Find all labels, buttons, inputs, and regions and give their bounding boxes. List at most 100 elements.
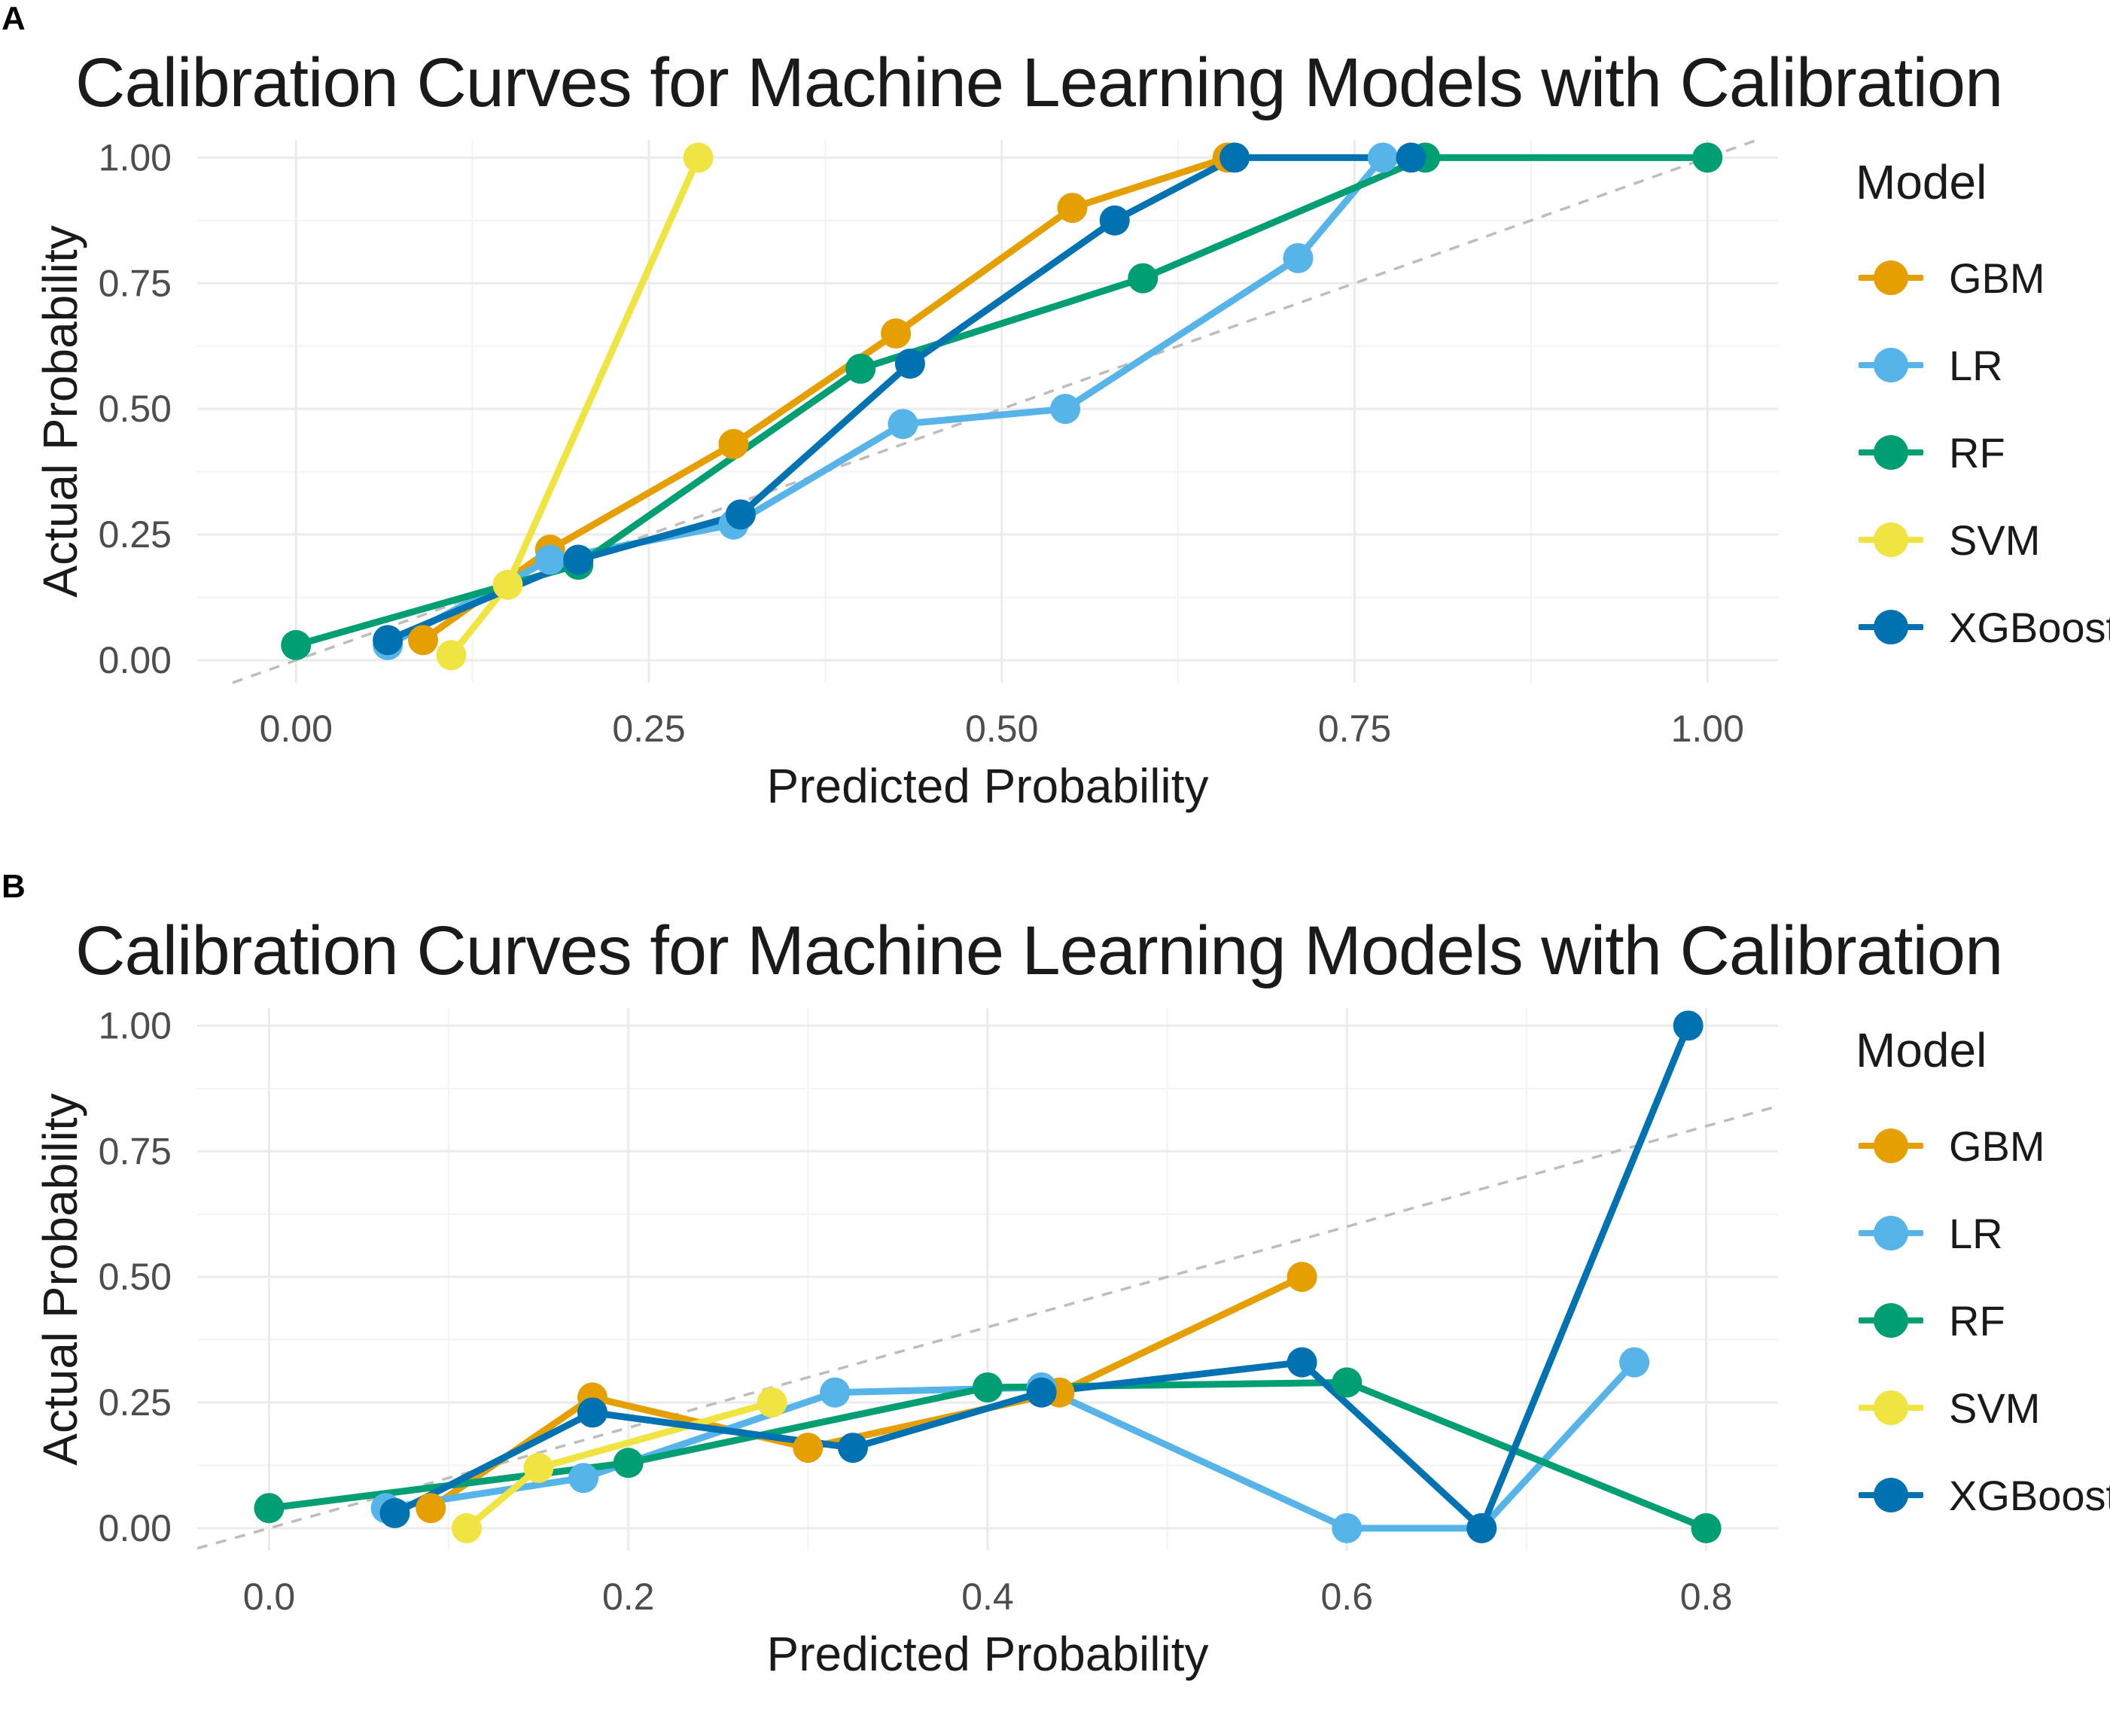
data-point-rf (613, 1448, 644, 1479)
legend-key-lr (1856, 1211, 1926, 1256)
reference-diagonal (232, 139, 1758, 684)
legend-item-lr: LR (1856, 1189, 2110, 1277)
data-point-svm (436, 640, 467, 671)
calibration-plot-a: 0.00 0.25 0.50 0.75 1.00 0.00 0.25 0.50 0.75 1.00… (33, 136, 1778, 813)
series-line-lr (384, 154, 1387, 649)
x-tick-label: 1.00 (1671, 708, 1744, 750)
x-tick-label: 0.75 (1318, 708, 1391, 750)
data-point-lr (1368, 142, 1398, 173)
data-point-gbm (1057, 193, 1088, 224)
x-tick-label: 0.6 (1321, 1576, 1374, 1618)
data-point-gbm (881, 318, 912, 349)
y-tick-label: 1.00 (99, 1004, 172, 1046)
x-tick-label: 0.50 (965, 708, 1038, 750)
data-point-gbm (1286, 1262, 1317, 1293)
data-point-svm (683, 142, 714, 173)
y-tick-label: 0.50 (99, 388, 172, 430)
legend-label: SVM (1949, 516, 2041, 564)
data-point-xgboost (1099, 205, 1130, 236)
legend-label: GBM (1949, 254, 2045, 302)
data-point-gbm (793, 1433, 824, 1463)
legend-item-xgboost: XGBoost (1856, 1451, 2110, 1539)
y-tick-label: 0.25 (99, 1381, 172, 1424)
data-point-gbm (408, 625, 438, 656)
legend-item-gbm: GBM (1856, 234, 2110, 321)
y-tick-label: 0.50 (99, 1256, 172, 1298)
data-point-xgboost (1286, 1347, 1317, 1378)
legend-key-svm (1856, 1385, 1926, 1430)
series-line-gbm (419, 154, 1232, 644)
data-point-xgboost (577, 1397, 607, 1428)
data-point-xgboost (1673, 1010, 1704, 1041)
data-point-xgboost (379, 1497, 410, 1528)
x-tick-label: 0.2 (602, 1576, 655, 1618)
y-tick-label: 0.00 (99, 639, 172, 681)
data-point-rf (973, 1372, 1003, 1403)
panel-letter-a: A (2, 0, 26, 37)
legend-label: XGBoost (1949, 603, 2110, 651)
data-point-lr (568, 1463, 599, 1494)
x-tick-label: 0.4 (961, 1576, 1014, 1618)
panel-letter-b: B (2, 868, 26, 905)
legend-label: LR (1949, 1209, 2003, 1257)
x-tick-label: 0.0 (243, 1576, 296, 1618)
data-point-lr (534, 544, 565, 575)
chart-title-b: Calibration Curves for Machine Learning … (75, 912, 2003, 989)
data-point-xgboost (1396, 142, 1426, 173)
legend-label: LR (1949, 341, 2003, 389)
legend-key-xgboost (1856, 1473, 1926, 1518)
legend-b: Model GBM LR RF SVM XGBoost (1856, 1022, 2110, 1539)
data-point-xgboost (373, 625, 403, 656)
data-point-rf (1332, 1367, 1363, 1398)
y-tick-label: 0.00 (99, 1507, 172, 1549)
data-point-xgboost (1219, 142, 1250, 173)
legend-key-xgboost (1856, 605, 1926, 650)
y-tick-label: 0.25 (99, 513, 172, 556)
legend-key-lr (1856, 343, 1926, 388)
legend-title: Model (1856, 1023, 1987, 1077)
legend-item-svm: SVM (1856, 496, 2110, 583)
data-point-lr (1332, 1512, 1363, 1543)
legend-label: SVM (1949, 1384, 2041, 1432)
data-point-rf (281, 629, 312, 660)
data-point-xgboost (1026, 1377, 1057, 1408)
legend-key-svm (1856, 517, 1926, 562)
x-tick-label: 0.8 (1680, 1576, 1733, 1618)
data-point-xgboost (894, 349, 925, 379)
data-point-rf (1128, 263, 1159, 294)
y-tick-label: 1.00 (99, 136, 172, 178)
legend-key-rf (1856, 430, 1926, 475)
data-point-xgboost (838, 1433, 869, 1463)
data-point-xgboost (563, 544, 594, 575)
legend-title: Model (1856, 155, 1987, 209)
legend-item-svm: SVM (1856, 1364, 2110, 1451)
x-tick-label: 0.00 (260, 708, 333, 750)
legend-label: GBM (1949, 1122, 2045, 1170)
data-point-svm (523, 1452, 554, 1483)
data-point-lr (1283, 242, 1314, 273)
data-point-xgboost (1466, 1512, 1497, 1543)
legend-item-rf: RF (1856, 1277, 2110, 1364)
y-axis-title: Actual Probability (33, 1093, 87, 1465)
panel-b: B Calibration Curves for Machine Learnin… (0, 868, 2110, 1736)
legend-item-lr: LR (1856, 321, 2110, 409)
data-point-rf (1692, 142, 1723, 173)
data-point-gbm (416, 1493, 446, 1524)
y-tick-label: 0.75 (99, 262, 172, 304)
x-tick-label: 0.25 (612, 708, 685, 750)
calibration-plot-b: 0.0 0.2 0.4 0.6 0.8 0.00 0.25 0.50 0.75 1.00 Predi… (33, 1004, 1779, 1681)
legend-key-gbm (1856, 1123, 1926, 1168)
panel-a: A Calibration Curves for Machine Learnin… (2, 0, 2110, 813)
data-point-svm (451, 1512, 482, 1543)
legend-a: Model GBM LR RF SVM XGBoost (1856, 154, 2110, 671)
legend-label: XGBoost (1949, 1471, 2110, 1519)
data-point-svm (757, 1387, 787, 1418)
legend-label: RF (1949, 1296, 2005, 1345)
y-tick-label: 0.75 (99, 1130, 172, 1172)
legend-item-rf: RF (1856, 409, 2110, 496)
data-point-rf (254, 1493, 285, 1524)
legend-item-gbm: GBM (1856, 1102, 2110, 1189)
legend-key-rf (1856, 1298, 1926, 1343)
data-point-lr (820, 1377, 851, 1408)
legend-label: RF (1949, 428, 2005, 477)
